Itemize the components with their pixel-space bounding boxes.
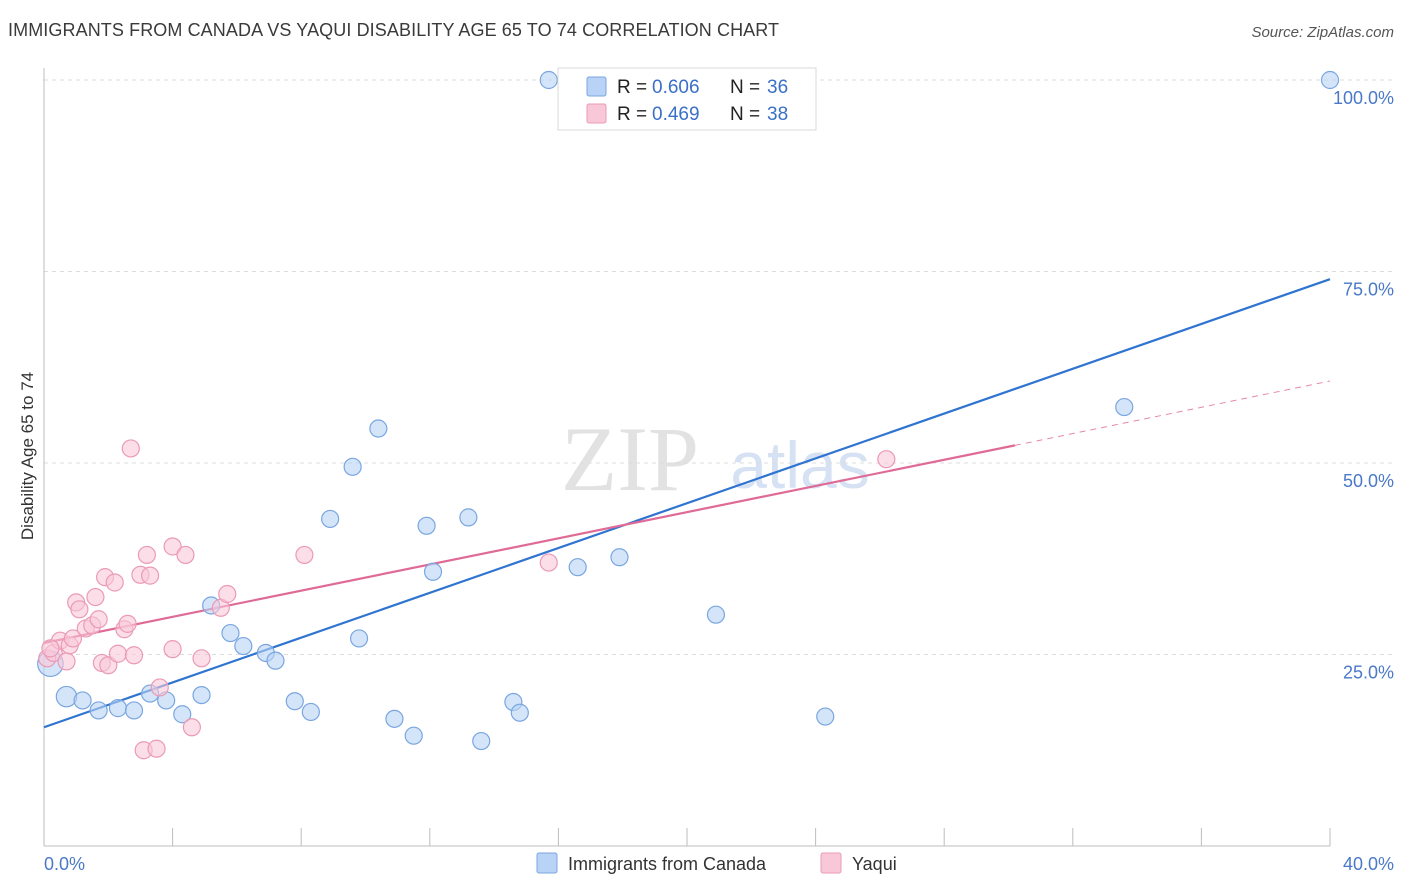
canada-point — [73, 691, 92, 710]
legend-n-value-1: 36 — [767, 77, 788, 98]
canada-point — [192, 685, 211, 705]
canada-point — [404, 726, 423, 745]
canada-point — [124, 701, 144, 720]
yaqui-point — [137, 545, 156, 565]
yaqui-point — [105, 573, 124, 592]
chart-source: Source: ZipAtlas.com — [1251, 24, 1394, 41]
canada-point — [89, 701, 108, 720]
yaqui-point — [150, 678, 169, 697]
stats-legend: R = 0.606 N = 36 R = 0.469 N = 38 — [557, 67, 817, 131]
canada-trend-line — [43, 278, 1331, 729]
yaqui-point — [192, 649, 211, 668]
yaqui-point — [121, 439, 140, 458]
canada-point — [343, 457, 362, 476]
canada-point — [610, 548, 629, 567]
canada-point — [423, 562, 443, 581]
canada-point — [816, 707, 835, 726]
scatter-points — [37, 70, 1340, 760]
legend-swatch-pink — [586, 103, 607, 124]
canada-point — [1320, 70, 1340, 90]
yaqui-point — [140, 566, 160, 585]
canada-point — [1115, 397, 1134, 417]
yaqui-point — [877, 450, 896, 469]
yaqui-point — [176, 545, 195, 565]
series-legend-label-yaqui: Yaqui — [852, 854, 897, 874]
series-legend-label-canada: Immigrants from Canada — [568, 854, 767, 874]
canada-point — [369, 419, 388, 438]
yaqui-point — [182, 718, 201, 737]
canada-point — [266, 651, 285, 670]
yaqui-point — [41, 639, 60, 658]
yaqui-point — [539, 553, 558, 572]
canada-point — [417, 516, 436, 535]
yaqui-point — [70, 600, 89, 619]
series-legend-swatch-yaqui — [820, 852, 842, 874]
yaqui-point — [57, 652, 76, 671]
legend-r-label-2: R = — [617, 104, 647, 125]
yaqui-point — [295, 545, 314, 565]
yaqui-point — [108, 644, 128, 663]
legend-r-value-2: 0.469 — [652, 104, 700, 125]
canada-point — [706, 605, 726, 624]
y-tick-label: 100.0% — [1333, 88, 1394, 108]
y-tick-label: 25.0% — [1343, 663, 1394, 683]
canada-point — [173, 705, 192, 724]
y-tick-labels: 25.0% 50.0% 75.0% 100.0% — [1333, 88, 1394, 683]
canada-point — [472, 731, 491, 751]
legend-n-label-2: N = — [730, 104, 760, 125]
yaqui-point — [163, 537, 182, 556]
y-tick-label: 50.0% — [1343, 471, 1394, 491]
canada-point — [55, 685, 78, 708]
yaqui-point — [124, 646, 144, 665]
canada-point — [568, 558, 587, 577]
gridlines — [44, 79, 1394, 655]
legend-n-label-1: N = — [730, 77, 760, 98]
canada-point — [234, 636, 253, 656]
series-legend: Immigrants from Canada Yaqui — [536, 852, 897, 874]
y-tick-label: 75.0% — [1343, 280, 1394, 300]
yaqui-point — [86, 587, 105, 607]
canada-point — [510, 703, 529, 722]
legend-r-value-1: 0.606 — [652, 77, 700, 98]
y-axis-label: Disability Age 65 to 74 — [18, 372, 37, 540]
canada-point — [301, 702, 320, 722]
trend-lines — [43, 278, 1331, 729]
yaqui-point — [163, 640, 182, 659]
watermark-zip: ZIP — [561, 408, 699, 510]
yaqui-point — [218, 584, 237, 604]
legend-n-value-2: 38 — [767, 104, 788, 125]
x-tick-marks — [172, 828, 1331, 846]
canada-point — [385, 709, 404, 728]
yaqui-point — [89, 610, 108, 629]
canada-point — [221, 623, 240, 643]
canada-point — [108, 699, 128, 718]
x-tick-label-max: 40.0% — [1343, 854, 1394, 874]
yaqui-point — [147, 739, 166, 758]
canada-point — [459, 508, 478, 527]
canada-point — [349, 629, 369, 648]
yaqui-trend-line — [43, 444, 1016, 645]
chart-title: IMMIGRANTS FROM CANADA VS YAQUI DISABILI… — [8, 20, 780, 40]
canada-point — [321, 509, 340, 529]
legend-swatch-blue — [586, 76, 607, 97]
x-tick-label-min: 0.0% — [44, 854, 85, 874]
legend-r-label-1: R = — [617, 77, 647, 98]
canada-point — [539, 70, 558, 90]
series-legend-swatch-canada — [536, 852, 558, 874]
yaqui-point — [63, 629, 83, 648]
canada-point — [285, 692, 304, 711]
yaqui-point — [118, 614, 137, 633]
yaqui-trend-extension — [1014, 380, 1331, 446]
